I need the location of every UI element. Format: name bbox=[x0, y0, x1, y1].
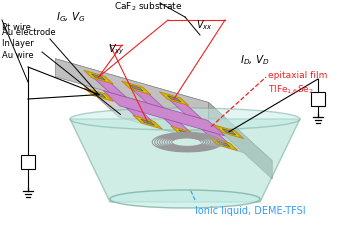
Text: epitaxial film: epitaxial film bbox=[268, 71, 327, 80]
Polygon shape bbox=[129, 85, 144, 92]
Polygon shape bbox=[87, 73, 110, 83]
Text: Au wire: Au wire bbox=[2, 51, 34, 60]
Polygon shape bbox=[214, 125, 244, 139]
Polygon shape bbox=[94, 79, 126, 98]
Text: In layer: In layer bbox=[2, 39, 34, 48]
Text: CaF$_2$ substrate: CaF$_2$ substrate bbox=[114, 0, 182, 12]
Polygon shape bbox=[91, 75, 106, 81]
Ellipse shape bbox=[110, 190, 260, 208]
Polygon shape bbox=[209, 137, 238, 151]
Ellipse shape bbox=[70, 109, 300, 131]
Text: Ionic liquid, DEME-TFSI: Ionic liquid, DEME-TFSI bbox=[195, 205, 306, 215]
Polygon shape bbox=[103, 91, 225, 136]
Polygon shape bbox=[178, 130, 192, 137]
Polygon shape bbox=[163, 94, 186, 104]
Text: $I_\mathregular{G}$, $V_\mathregular{G}$: $I_\mathregular{G}$, $V_\mathregular{G}$ bbox=[56, 10, 86, 24]
Polygon shape bbox=[174, 128, 197, 138]
Polygon shape bbox=[218, 127, 240, 137]
Text: $I_\mathregular{D}$, $V_\mathregular{D}$: $I_\mathregular{D}$, $V_\mathregular{D}$ bbox=[240, 53, 270, 67]
Bar bbox=[311, 93, 325, 106]
Polygon shape bbox=[92, 92, 106, 98]
Polygon shape bbox=[222, 129, 236, 135]
Polygon shape bbox=[121, 82, 151, 95]
Text: $V_{xy}$: $V_{xy}$ bbox=[108, 43, 125, 57]
Bar bbox=[21, 155, 35, 169]
Polygon shape bbox=[70, 119, 300, 202]
Polygon shape bbox=[159, 92, 189, 106]
Polygon shape bbox=[126, 108, 156, 125]
Polygon shape bbox=[55, 59, 209, 121]
Text: Pt wire: Pt wire bbox=[2, 23, 31, 32]
Polygon shape bbox=[133, 116, 162, 129]
Polygon shape bbox=[216, 141, 230, 147]
Polygon shape bbox=[202, 130, 232, 147]
Polygon shape bbox=[125, 83, 148, 94]
Text: Au electrode: Au electrode bbox=[2, 28, 56, 37]
Polygon shape bbox=[84, 88, 113, 102]
Polygon shape bbox=[141, 120, 155, 126]
Polygon shape bbox=[164, 119, 194, 136]
Polygon shape bbox=[84, 71, 113, 85]
Polygon shape bbox=[88, 90, 110, 100]
Polygon shape bbox=[209, 103, 272, 179]
Polygon shape bbox=[136, 118, 159, 128]
Text: TlFe$_{1.6}$Se$_2$: TlFe$_{1.6}$Se$_2$ bbox=[268, 83, 314, 95]
Polygon shape bbox=[169, 100, 202, 119]
Polygon shape bbox=[167, 96, 181, 102]
Polygon shape bbox=[171, 127, 200, 140]
Polygon shape bbox=[132, 89, 164, 109]
Polygon shape bbox=[212, 139, 235, 149]
Text: $V_{xx}$: $V_{xx}$ bbox=[196, 18, 213, 32]
Polygon shape bbox=[55, 59, 272, 161]
